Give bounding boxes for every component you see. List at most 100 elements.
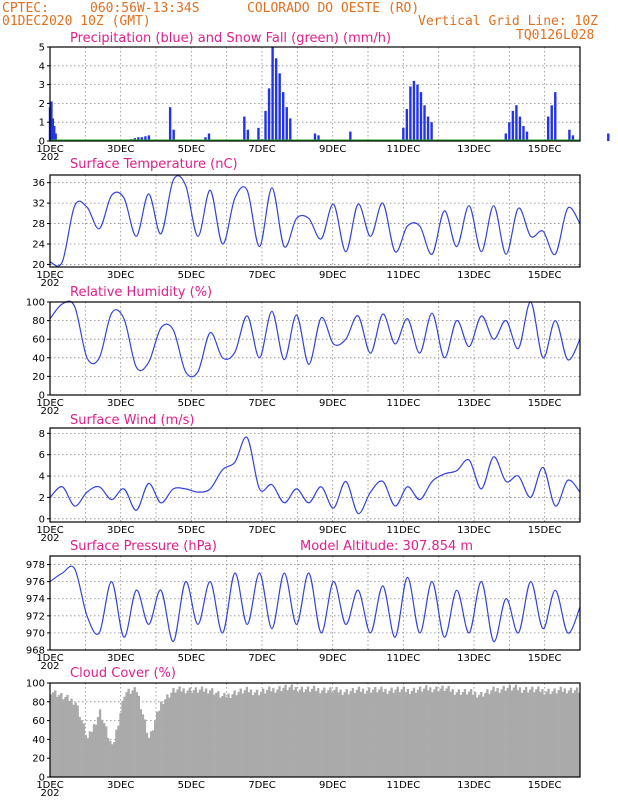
cloud-bar: [247, 692, 251, 777]
cloud-bar: [425, 685, 428, 777]
cloud-bar: [111, 744, 114, 777]
cloud-bar: [225, 697, 228, 777]
precip-bar: [522, 125, 525, 141]
cloud-bar: [447, 685, 450, 777]
panel-rh: 0 20 40 60 80 100 1DEC 3DEC 5DEC 7DEC 9DEC 11DEC 13D…: [26, 285, 581, 417]
cloud-bar: [457, 689, 461, 777]
cloud-bar: [524, 687, 528, 777]
y-tick-label: 970: [26, 628, 45, 639]
cloud-bar: [433, 689, 436, 777]
cloud-bar: [206, 693, 210, 777]
y-tick-label: 4: [39, 61, 45, 72]
x-tick-label: 15DEC: [528, 270, 562, 281]
cloud-bar: [451, 689, 454, 777]
cloud-bar: [131, 690, 134, 777]
cloud-bar: [535, 689, 538, 777]
x-tick-label: 5DEC: [178, 525, 205, 536]
x-tick-label: 7DEC: [248, 144, 275, 155]
cloud-bar: [245, 686, 249, 777]
cloud-bar: [414, 692, 418, 777]
cloud-bar: [421, 691, 424, 777]
cloud-bar: [153, 721, 157, 777]
x-year-label: 202: [40, 278, 59, 289]
precip-bar: [289, 118, 292, 141]
cloud-bar: [394, 689, 397, 777]
precip-bar: [504, 133, 507, 141]
cloud-bar: [402, 686, 405, 777]
precip-bar: [412, 80, 416, 141]
cloud-bar: [251, 695, 255, 777]
cloud-bar: [315, 691, 318, 777]
precip-bar: [426, 116, 430, 141]
cloud-bar: [510, 690, 514, 777]
x-tick-label: 5DEC: [178, 270, 205, 281]
x-tick-label: 7DEC: [248, 398, 275, 409]
cloud-bar: [141, 714, 145, 777]
cloud-bar: [553, 688, 556, 777]
panel-frame: [49, 174, 581, 268]
cloud-bar: [325, 692, 328, 777]
cloud-bar: [471, 694, 475, 777]
y-tick-label: 0: [39, 514, 45, 525]
cloud-bar: [384, 688, 387, 777]
x-tick-label: 15DEC: [528, 144, 562, 155]
cloud-bar: [70, 698, 73, 777]
cloud-bar: [182, 688, 185, 777]
cloud-bar: [259, 692, 263, 777]
cloud-bar: [90, 731, 94, 777]
x-tick-label: 11DEC: [386, 144, 420, 155]
cloud-bar: [317, 688, 320, 777]
cloud-bar: [527, 692, 530, 777]
cloud-bar: [390, 687, 393, 777]
temp-series: [49, 175, 581, 267]
cloud-bar: [347, 694, 350, 777]
x-tick-label: 11DEC: [386, 398, 420, 409]
cloud-bar: [555, 693, 558, 777]
cloud-bar: [484, 692, 487, 777]
x-tick-label: 13DEC: [457, 780, 491, 791]
panel-frame: [49, 46, 581, 142]
cloud-bar: [492, 686, 495, 777]
cloud-bar: [339, 689, 342, 777]
cloud-bar: [74, 702, 77, 777]
precip-bar: [550, 105, 553, 141]
cloud-bar: [533, 692, 536, 777]
press-series: [49, 565, 581, 643]
cloud-bar: [498, 692, 501, 777]
wind-series: [49, 436, 581, 515]
x-tick-label: 3DEC: [107, 525, 134, 536]
cloud-bar: [76, 705, 79, 777]
cloud-bar: [78, 717, 81, 777]
panel-frame: [49, 555, 581, 651]
cloud-bar: [321, 690, 324, 777]
cloud-bar: [531, 686, 534, 777]
cloud-bar: [345, 689, 348, 777]
cloud-bar: [147, 737, 151, 777]
x-tick-label: 1DEC: [36, 270, 63, 281]
x-tick-label: 7DEC: [248, 525, 275, 536]
cloud-bar: [500, 689, 503, 777]
cloud-bar: [96, 717, 100, 777]
cloud-bar: [151, 730, 155, 777]
x-tick-label: 1DEC: [36, 398, 63, 409]
header-grid-note: Vertical Grid Line: 10Z: [418, 14, 598, 29]
panel-frame: [49, 427, 581, 523]
x-year-label: 202: [40, 406, 59, 417]
cloud-bar: [52, 692, 55, 777]
x-tick-label: 9DEC: [319, 525, 346, 536]
x-tick-label: 9DEC: [319, 144, 346, 155]
precip-bar: [416, 84, 419, 141]
cloud-bar: [327, 690, 330, 777]
cloud-bar: [243, 690, 246, 777]
cloud-bar: [355, 689, 359, 777]
y-tick-label: 2: [39, 99, 45, 110]
x-tick-label: 13DEC: [457, 270, 491, 281]
x-tick-label: 15DEC: [528, 780, 562, 791]
panel-title: Surface Wind (m/s): [70, 413, 194, 428]
cloud-bar: [94, 724, 98, 777]
cloud-bar: [361, 688, 365, 777]
cloud-bar: [520, 692, 524, 777]
cloud-bar: [406, 688, 410, 777]
header-run-date: 01DEC2020 10Z (GMT): [2, 14, 151, 29]
cloud-bar: [337, 692, 340, 777]
